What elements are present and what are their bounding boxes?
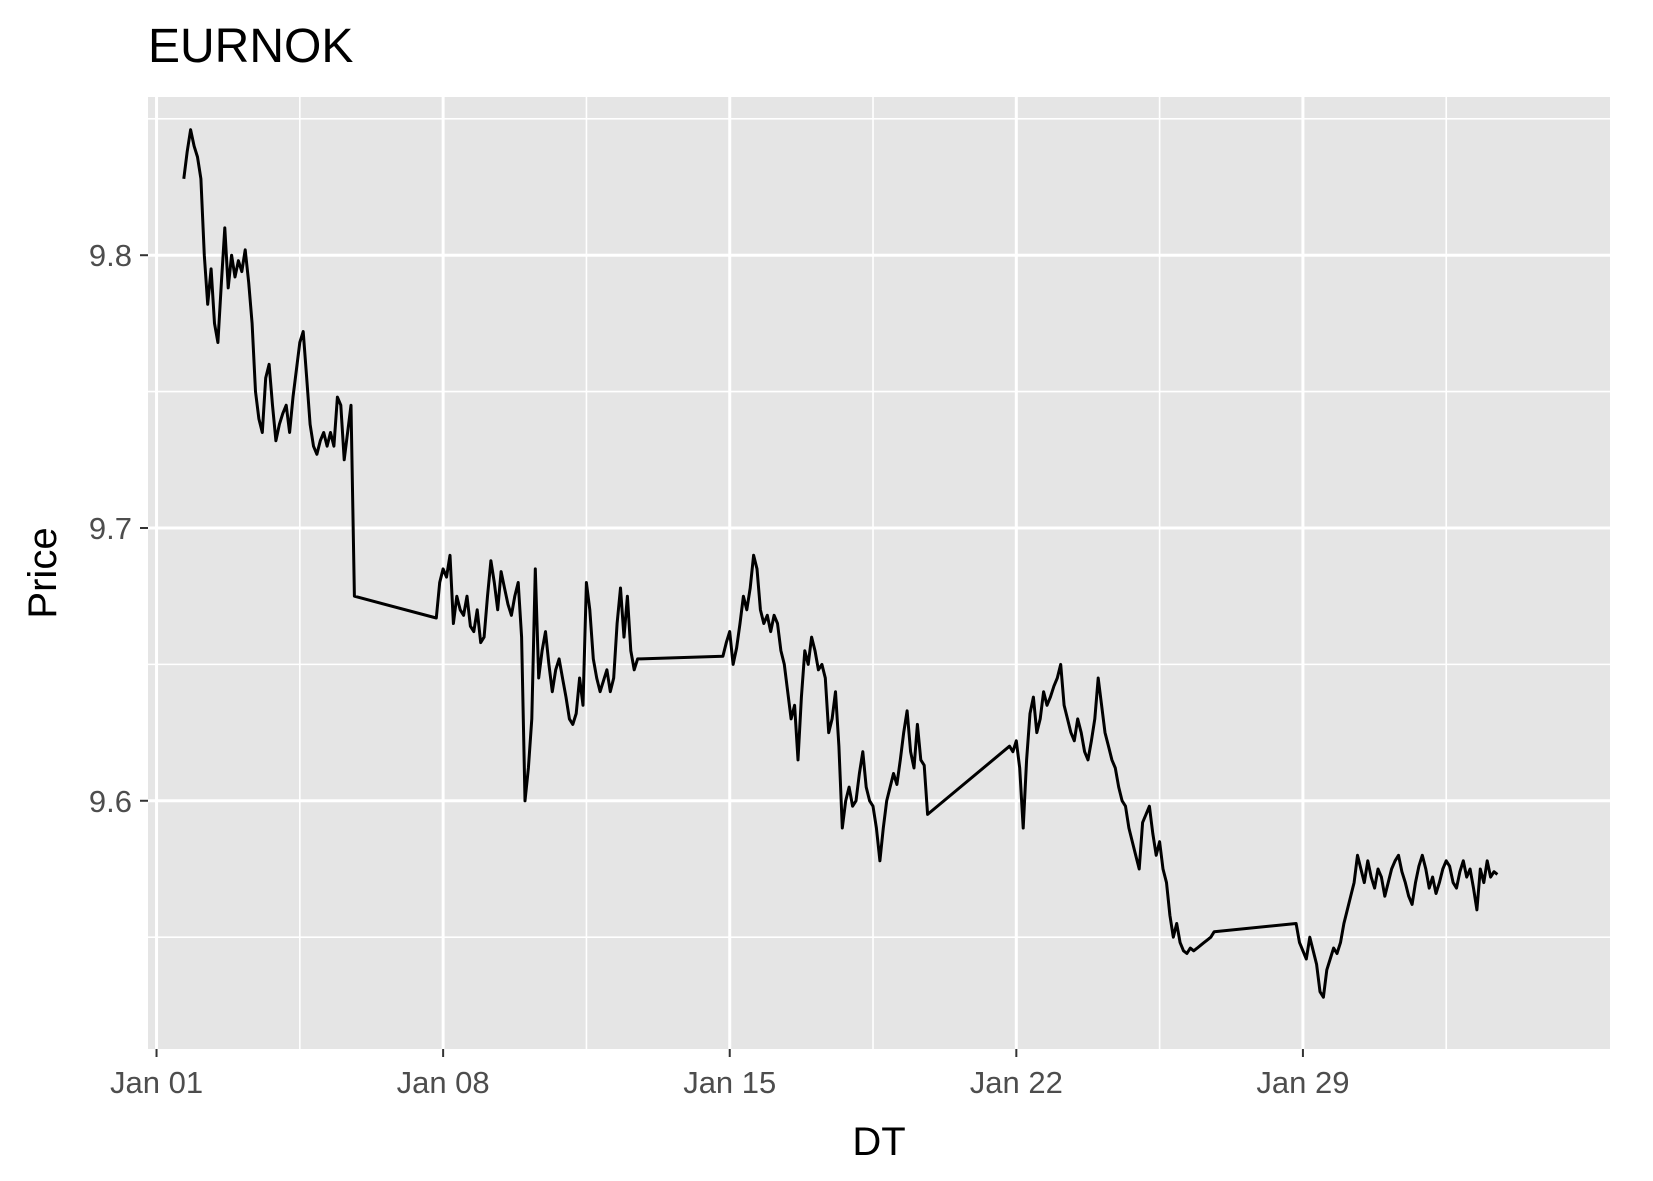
series-layer (182, 128, 1499, 999)
x-tick-label: Jan 22 (970, 1065, 1063, 1100)
plot-panel (148, 97, 1610, 1049)
axes: Jan 01 Jan 08 Jan 15 Jan 22 Jan 29 9.6 9.7 9.8 (89, 238, 1350, 1100)
x-tick-label: Jan 08 (397, 1065, 490, 1100)
y-tick-label: 9.7 (89, 511, 132, 546)
x-axis-label: DT (852, 1120, 905, 1164)
y-tick-label: 9.8 (89, 238, 132, 273)
x-tick-label: Jan 01 (110, 1065, 203, 1100)
y-tick-label: 9.6 (89, 784, 132, 819)
series-line-0 (182, 128, 1499, 999)
y-axis-label: Price (21, 527, 65, 618)
x-tick-label: Jan 29 (1256, 1065, 1349, 1100)
x-tick-label: Jan 15 (683, 1065, 776, 1100)
chart-title: EURNOK (148, 20, 353, 73)
gridlines (148, 97, 1610, 1049)
